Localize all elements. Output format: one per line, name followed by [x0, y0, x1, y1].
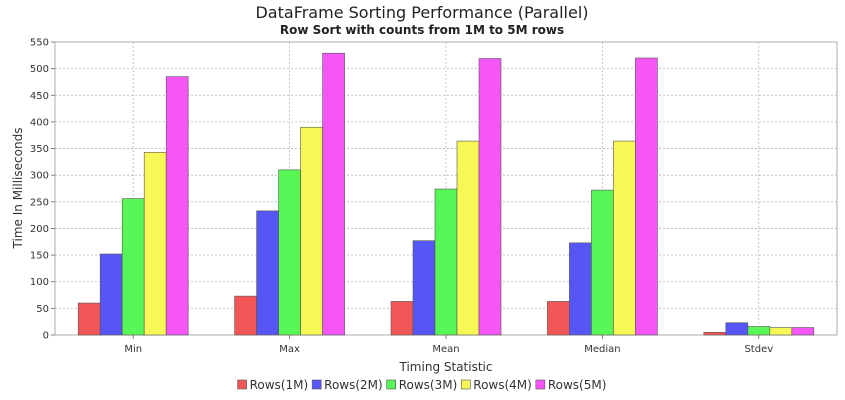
bar-median-4: [613, 140, 636, 336]
y-tick-label: 350: [30, 144, 49, 155]
x-tick-label: Mean: [432, 344, 459, 355]
y-tick-label: 250: [30, 197, 49, 208]
y-tick-label: 450: [30, 91, 49, 102]
x-axis-ticks: Min Max Mean Median Stdev: [124, 335, 773, 355]
legend-label: Rows(2M): [324, 378, 383, 392]
y-axis-label: Time In Milliseconds: [11, 128, 25, 250]
bars: [77, 52, 815, 336]
bar-stdev-5: [791, 327, 815, 336]
bar-stdev-2: [725, 322, 749, 336]
bar-max-1: [234, 295, 257, 336]
bar-mean-3: [434, 188, 458, 336]
chart-subtitle: Row Sort with counts from 1M to 5M rows: [280, 23, 564, 37]
bar-mean-1: [390, 301, 414, 336]
legend-swatch: [535, 379, 546, 390]
legend-swatch: [237, 379, 247, 390]
bar-median-3: [591, 189, 614, 336]
y-tick-label: 100: [30, 277, 49, 288]
x-tick-label: Max: [279, 344, 300, 355]
bar-stdev-4: [769, 327, 793, 336]
legend-label: Rows(3M): [399, 378, 458, 392]
x-axis-label: Timing Statistic: [399, 360, 493, 374]
bar-mean-4: [456, 140, 480, 336]
x-tick-label: Stdev: [744, 344, 773, 355]
legend-swatch: [460, 379, 471, 390]
legend: Rows(1M) Rows(2M) Rows(3M) Rows(4M) Rows(5M): [237, 378, 607, 392]
legend-label: Rows(4M): [473, 378, 532, 392]
y-tick-label: 50: [36, 304, 49, 315]
legend-swatch: [311, 379, 322, 390]
bar-max-4: [300, 126, 323, 336]
bar-min-3: [121, 198, 145, 336]
y-tick-label: 200: [30, 224, 49, 235]
y-tick-label: 150: [30, 251, 49, 262]
y-tick-label: 400: [30, 117, 49, 128]
legend-label: Rows(5M): [548, 378, 607, 392]
bar-min-5: [165, 76, 189, 336]
bar-min-4: [143, 151, 167, 336]
legend-label: Rows(1M): [250, 378, 309, 392]
legend-swatch: [386, 379, 397, 390]
y-tick-label: 0: [43, 331, 49, 342]
y-tick-label: 550: [30, 38, 49, 49]
bar-stdev-3: [747, 326, 771, 336]
y-tick-label: 300: [30, 171, 49, 182]
bar-min-1: [77, 302, 101, 336]
chart-title: DataFrame Sorting Performance (Parallel): [255, 3, 588, 22]
bar-median-1: [547, 301, 570, 336]
bar-min-2: [99, 253, 123, 336]
bar-stdev-1: [703, 332, 727, 336]
y-axis-ticks: 0 50 100 150 200 250 300 350 400 450 500 550: [30, 38, 55, 342]
bar-max-3: [278, 169, 301, 336]
bar-max-2: [256, 210, 279, 336]
y-tick-label: 500: [30, 64, 49, 75]
bar-max-5: [322, 52, 345, 336]
x-tick-label: Min: [124, 344, 142, 355]
x-tick-label: Median: [584, 344, 620, 355]
bar-mean-5: [478, 58, 502, 336]
bar-mean-2: [412, 240, 436, 336]
bar-median-5: [635, 57, 658, 336]
bar-median-2: [569, 242, 592, 336]
